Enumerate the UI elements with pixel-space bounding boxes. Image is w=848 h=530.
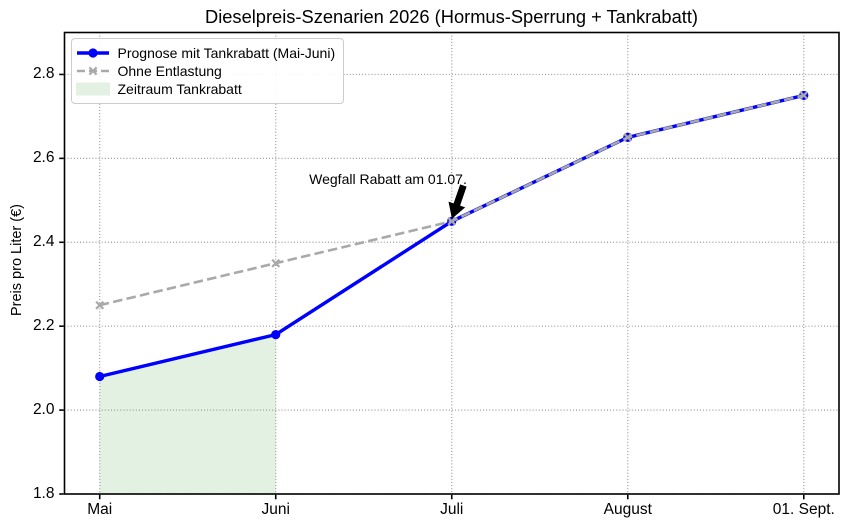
x-tick-label-juni: Juni xyxy=(261,500,290,518)
series-tankrabatt-marker-1 xyxy=(271,329,281,340)
legend-swatch-solid-line xyxy=(76,47,109,58)
series-ohne-entlastung-marker-4 xyxy=(799,91,809,100)
fill-region-tankrabatt xyxy=(99,334,276,494)
legend-circle-marker xyxy=(87,47,98,58)
x-tick-label-01sept: 01. Sept. xyxy=(772,500,835,518)
legend-item-prognose: Prognose mit Tankrabatt (Mai-Juni) xyxy=(76,44,335,62)
legend-swatch-fill xyxy=(75,82,110,95)
x-tick-label-august: August xyxy=(603,500,652,518)
legend-swatch-dashed-line xyxy=(76,66,109,75)
legend-item-zeitraum-label: Zeitraum Tankrabatt xyxy=(117,80,242,97)
series-ohne-entlastung-marker-3 xyxy=(623,133,633,142)
legend-item-zeitraum: Zeitraum Tankrabatt xyxy=(75,80,335,98)
series-tankrabatt-marker-0 xyxy=(95,371,105,382)
legend-item-prognose-sample xyxy=(76,44,110,62)
x-marker-stroke xyxy=(447,216,457,226)
series-ohne-entlastung-marker-1 xyxy=(271,258,281,268)
x-tick-label-juli: Juli xyxy=(440,500,464,518)
series-ohne-entlastung xyxy=(95,91,809,310)
legend-item-ohne-entlastung-sample xyxy=(76,62,110,80)
y-tick-label-2-6: 2.6 xyxy=(32,149,55,167)
legend-x-marker-stroke xyxy=(88,66,97,75)
axes-spines xyxy=(63,31,840,495)
x-marker-stroke xyxy=(271,258,281,268)
series-ohne-entlastung-marker-2 xyxy=(447,216,457,226)
legend-item-ohne-entlastung-label: Ohne Entlastung xyxy=(117,62,222,79)
chart-title: Dieselpreis-Szenarien 2026 (Hormus-Sperr… xyxy=(205,5,698,27)
x-marker-stroke xyxy=(799,91,809,100)
annotation-arrow xyxy=(448,184,467,219)
x-marker-stroke xyxy=(623,133,633,142)
y-tick-label-2-4: 2.4 xyxy=(32,233,55,251)
y-tick-label-1-8: 1.8 xyxy=(32,485,55,502)
legend-fill-swatch-rect xyxy=(75,82,110,95)
series-tankrabatt xyxy=(95,90,809,382)
y-tick-label-2-8: 2.8 xyxy=(32,65,55,83)
legend-item-ohne-entlastung: Ohne Entlastung xyxy=(76,62,335,80)
legend: Prognose mit Tankrabatt (Mai-Juni) Ohne E… xyxy=(70,37,344,104)
tick-marks xyxy=(59,73,805,500)
y-tick-label-2-2: 2.2 xyxy=(32,317,55,335)
legend-item-prognose-label: Prognose mit Tankrabatt (Mai-Juni) xyxy=(117,44,336,61)
x-marker-stroke xyxy=(95,300,105,310)
legend-item-zeitraum-sample xyxy=(75,80,110,98)
series-ohne-entlastung-marker-0 xyxy=(95,300,105,310)
series-tankrabatt-line xyxy=(99,93,805,379)
annotation-label: Wegfall Rabatt am 01.07. xyxy=(309,171,467,187)
x-tick-label-mai: Mai xyxy=(87,500,113,518)
y-tick-label-2-0: 2.0 xyxy=(32,401,55,419)
